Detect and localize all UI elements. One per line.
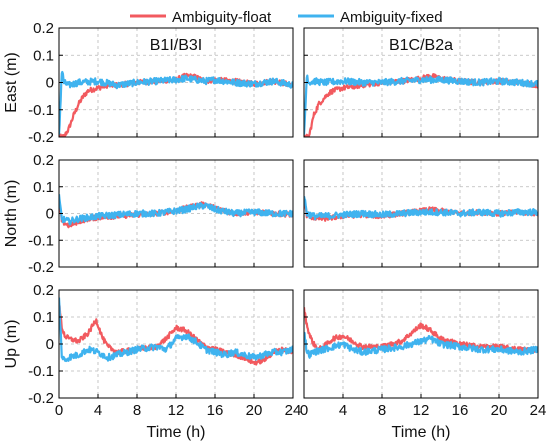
x-tick-label: 8 (133, 402, 141, 419)
y-tick-label: -0.1 (28, 363, 54, 380)
x-tick-label: 4 (94, 402, 102, 419)
series-line-ambiguity-fixed (304, 195, 538, 221)
y-tick-label: -0.1 (28, 232, 54, 249)
x-tick-label: 20 (491, 402, 508, 419)
x-tick-label: 0 (300, 402, 308, 419)
x-tick-label: 4 (339, 402, 347, 419)
y-tick-label: 0.1 (33, 179, 54, 196)
x-tick-label: 24 (285, 402, 302, 419)
series-line-ambiguity-fixed (304, 74, 538, 135)
y-axis-label: Up (m) (3, 320, 20, 369)
y-axis-label: East (m) (3, 52, 20, 112)
series-line-ambiguity-fixed (59, 194, 293, 226)
y-axis-label: North (m) (3, 180, 20, 248)
series-line-ambiguity-fixed (59, 70, 293, 135)
y-tick-label: 0 (46, 336, 54, 353)
y-tick-label: 0.1 (33, 309, 54, 326)
y-tick-label: -0.2 (28, 129, 54, 146)
panel-r0-c1: B1C/B2a (303, 27, 539, 138)
legend-label-float: Ambiguity-float (172, 9, 272, 26)
y-tick-label: 0 (46, 75, 54, 92)
x-tick-label: 12 (168, 402, 185, 419)
x-tick-label: 16 (207, 402, 224, 419)
x-axis-label-left: Time (h) (147, 424, 206, 441)
x-tick-label: 8 (378, 402, 386, 419)
series-line-ambiguity-float (59, 303, 293, 366)
panel-r0-c0: -0.2 -0.1 0 0.1 0.2 East (m) B1I/B3I (3, 20, 294, 146)
y-tick-label: -0.1 (28, 102, 54, 119)
y-tick-label: 0 (46, 206, 54, 223)
x-tick-label: 12 (413, 402, 430, 419)
x-tick-label: 16 (452, 402, 469, 419)
legend: Ambiguity-float Ambiguity-fixed (130, 9, 443, 26)
x-tick-label: 24 (530, 402, 547, 419)
y-tick-label: 0.2 (33, 152, 54, 169)
series-line-ambiguity-float (304, 307, 538, 353)
x-tick-label: 0 (55, 402, 63, 419)
y-tick-label: -0.2 (28, 259, 54, 276)
series-line-ambiguity-fixed (59, 297, 293, 363)
panel-r1-c1 (303, 159, 539, 268)
x-tick-label: 20 (246, 402, 263, 419)
x-axis-label-right: Time (h) (392, 424, 451, 441)
panel-title: B1C/B2a (389, 37, 453, 54)
y-tick-label: 0.2 (33, 20, 54, 37)
panel-r1-c0: -0.2 -0.1 0 0.1 0.2 North (m) (3, 152, 294, 276)
y-tick-label: 0.1 (33, 47, 54, 64)
panel-title: B1I/B3I (150, 37, 202, 54)
legend-label-fixed: Ambiguity-fixed (340, 9, 443, 26)
panels: -0.2 -0.1 0 0.1 0.2 East (m) B1I/B3I B1C/B2a -0.… (3, 20, 546, 419)
y-tick-label: 0.2 (33, 282, 54, 299)
series-line-ambiguity-fixed (304, 331, 538, 359)
panel-r2-c1: 0 4 8 12 16 20 24 (300, 289, 547, 419)
y-tick-label: -0.2 (28, 390, 54, 407)
panel-r2-c0: -0.2 -0.1 0 0.1 0.2 Up (m) 0 4 8 12 16 20 24 (3, 282, 301, 419)
